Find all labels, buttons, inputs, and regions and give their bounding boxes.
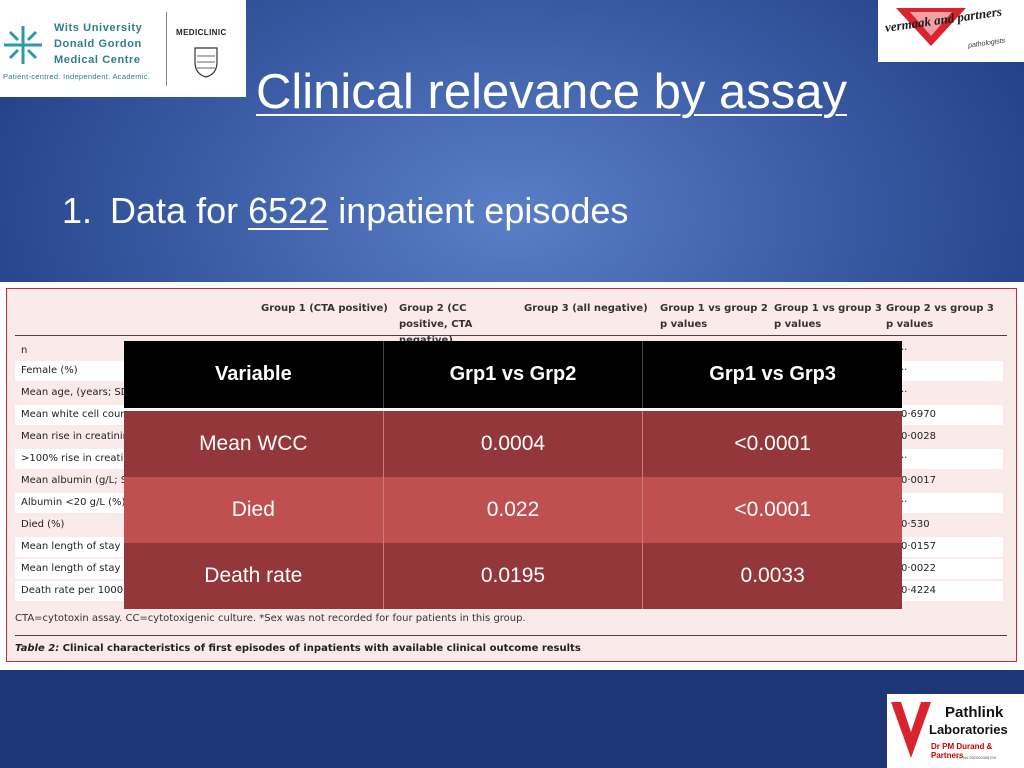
caption-text: Clinical characteristics of first episod… [59,643,581,654]
row-label: Mean length of stay [21,563,121,574]
pathlink-laboratories-logo: Pathlink Laboratories Dr PM Durand & Par… [887,694,1024,768]
bg-header-group1: Group 1 (CTA positive) [261,303,388,314]
table-row: Died (%) 0·530 [15,515,1003,535]
row-label: Mean white cell count [21,409,131,420]
university-crest-icon [194,47,218,78]
logo-divider [166,12,167,86]
bg-caption-rule [15,635,1007,636]
header-grp1-vs-grp3: Grp1 vs Grp3 [642,341,902,411]
row-label: Mean rise in creatinine [21,431,136,442]
wits-line3: Medical Centre [54,54,141,66]
cell-grp1-vs-grp3: <0.0001 [642,409,902,477]
row-value: 0·530 [901,519,930,530]
wits-cross-logo-icon [4,26,42,64]
p-value-summary-table: Variable Grp1 vs Grp2 Grp1 vs Grp3 Mean … [124,341,902,609]
table-caption: Table 2: Clinical characteristics of fir… [15,643,581,654]
table-footnote: CTA=cytotoxin assay. CC=cytotoxigenic cu… [15,613,526,624]
wits-line2: Donald Gordon [54,38,142,50]
row-value: ·· [901,365,908,376]
row-label: Mean albumin (g/L; SD) [21,475,139,486]
wits-donald-gordon-logo: Wits University Donald Gordon Medical Ce… [0,0,246,97]
bullet-number: 1. [62,190,93,231]
row-value: 0·0017 [901,475,936,486]
row-value: ·· [901,453,908,464]
row-label: n [21,345,28,356]
cell-variable: Death rate [124,543,384,609]
table-row: Mean WCC 0.0004 <0.0001 [124,409,902,477]
bullet-item: 1. Data for 6522 inpatient episodes [62,190,628,232]
cell-variable: Mean WCC [124,409,384,477]
bg-header-g1g2: Group 1 vs group 2 p values [660,303,768,330]
caption-label: Table 2: [15,643,60,654]
table-header-row: Variable Grp1 vs Grp2 Grp1 vs Grp3 [124,341,902,411]
header-grp1-vs-grp2: Grp1 vs Grp2 [383,341,644,411]
row-value: 0·6970 [901,409,936,420]
wits-logo-text: Wits University Donald Gordon Medical Ce… [54,20,142,68]
bullet-text-pre: Data for [110,190,249,231]
table-row: Died 0.022 <0.0001 [124,477,902,543]
bg-header-group2: Group 2 (CC positive, CTA negative) [399,303,473,346]
pathlink-line1: Pathlink [945,704,1004,721]
row-value: ·· [901,387,908,398]
row-label: Died (%) [21,519,65,530]
row-label: Female (%) [21,365,78,376]
row-label: Albumin <20 g/L (%) [21,497,126,508]
row-label: Mean age, (years; SD) [21,387,133,398]
header-variable: Variable [124,341,384,411]
table-row: Death rate 0.0195 0.0033 [124,543,902,609]
cell-grp1-vs-grp2: 0.022 [383,477,644,543]
bullet-highlight: 6522 [248,190,329,231]
table-row: Mean rise in creatinine 0·0028 [15,427,1003,447]
wits-line1: Wits University [54,22,143,34]
cell-grp1-vs-grp3: <0.0001 [642,477,902,543]
cell-variable: Died [124,477,384,543]
pathlink-v-logo-icon [891,702,931,758]
row-label: >100% rise in creatinine [21,453,145,464]
red-triangle-logo-icon [896,8,966,46]
bullet-text-post: inpatient episodes [328,190,629,231]
row-value: 0·0028 [901,431,936,442]
pathlink-line4: Pr. No 052000058700 [957,755,996,760]
cell-grp1-vs-grp3: 0.0033 [642,543,902,609]
cell-grp1-vs-grp2: 0.0004 [383,409,644,477]
pathlink-line2: Laboratories [929,722,1008,737]
row-value: ·· [901,497,908,508]
row-value: 0·0022 [901,563,936,574]
mediclinic-logo-text: MEDICLINIC [176,28,227,37]
row-label: Death rate per 1000 [21,585,124,596]
bg-header-group3: Group 3 (all negative) [524,303,648,314]
bg-header-g1g3: Group 1 vs group 3 p values [774,303,882,330]
slide-title: Clinical relevance by assay [256,65,847,119]
table-row: n ·· [15,341,1003,361]
bg-header-g2g3: Group 2 vs group 3 p values [886,303,994,330]
row-value: 0·4224 [901,585,936,596]
cell-grp1-vs-grp2: 0.0195 [383,543,644,609]
row-value: ·· [901,345,908,356]
row-value: 0·0157 [901,541,936,552]
table-row: Mean age, (years; SD) ·· [15,383,1003,403]
pathlink-line3: Dr PM Durand & Partners [931,742,993,760]
wits-tagline: Patient-centred. Independent. Academic. [3,72,151,81]
vermaak-partners-logo: vermaak and partners pathologists [878,0,1024,62]
row-label: Mean length of stay [21,541,121,552]
vermaak-logo-sub: pathologists [967,37,1006,50]
table-row: Mean albumin (g/L; SD) 0·0017 [15,471,1003,491]
bg-header-rule [15,335,1007,336]
